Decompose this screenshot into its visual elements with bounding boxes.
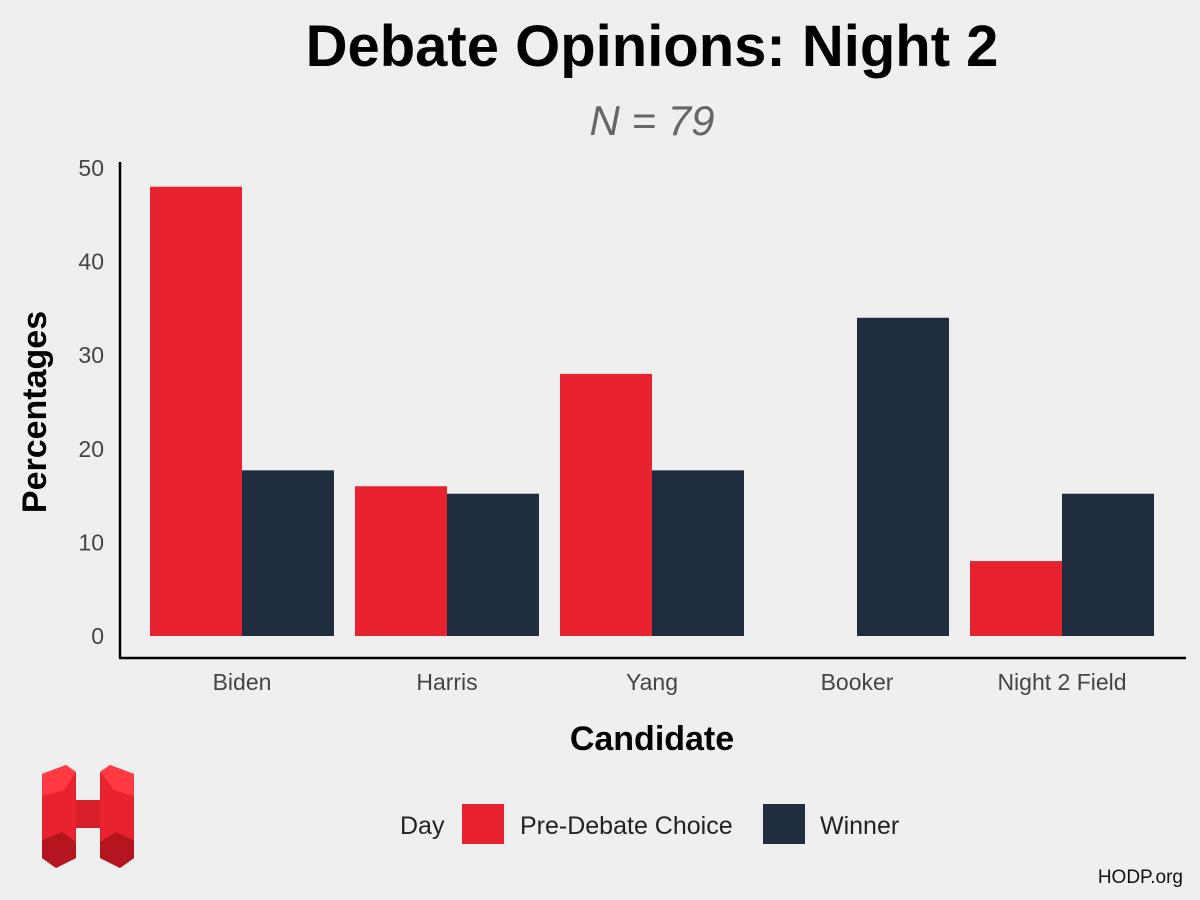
y-tick-label: 50 <box>78 155 104 181</box>
legend-title: Day <box>400 812 445 840</box>
logo-crossbar <box>76 800 100 828</box>
legend-label-winner: Winner <box>820 812 899 840</box>
logo-shade-top <box>42 765 76 796</box>
x-tick-label-yang: Yang <box>626 669 678 695</box>
y-axis-title: Percentages <box>16 311 54 513</box>
x-tick-label-biden: Biden <box>213 669 272 695</box>
bar-pre-debate-choice-biden <box>150 186 242 636</box>
credit-text: HODP.org <box>1098 867 1183 888</box>
bar-pre-debate-choice-yang <box>560 373 652 636</box>
x-tick-label-harris: Harris <box>416 669 477 695</box>
plot-area <box>150 186 1154 636</box>
logo-shade-top-right <box>100 765 134 796</box>
y-tick-label: 40 <box>78 249 104 275</box>
legend-label-pre-debate-choice: Pre-Debate Choice <box>520 812 733 840</box>
logo-shade-bottom-right <box>100 832 134 868</box>
x-axis-title: Candidate <box>570 720 734 758</box>
x-tick-labels: Biden Harris Yang Booker Night 2 Field <box>213 669 1127 695</box>
legend: Day Pre-Debate Choice Winner <box>400 804 899 844</box>
y-tick-label: 20 <box>78 436 104 462</box>
bar-winner-yang <box>652 470 744 636</box>
x-tick-label-booker: Booker <box>821 669 894 695</box>
chart-title: Debate Opinions: Night 2 <box>306 14 999 79</box>
x-tick-label-night-2-field: Night 2 Field <box>997 669 1126 695</box>
legend-swatch-pre-debate-choice <box>462 804 504 844</box>
bar-winner-booker <box>857 317 949 636</box>
y-tick-labels: 0 10 20 30 40 50 <box>78 155 104 649</box>
logo-shade-bottom <box>42 832 76 868</box>
bar-winner-biden <box>242 470 334 636</box>
bar-pre-debate-choice-night-2-field <box>970 561 1062 636</box>
chart-subtitle: N = 79 <box>590 97 715 144</box>
hodp-logo-icon <box>42 765 134 868</box>
y-tick-label: 10 <box>78 529 104 555</box>
bar-pre-debate-choice-harris <box>355 486 447 636</box>
legend-swatch-winner <box>763 804 805 844</box>
bar-winner-harris <box>447 493 539 636</box>
bar-winner-night-2-field <box>1062 493 1154 636</box>
y-tick-label: 0 <box>91 623 104 649</box>
y-tick-label: 30 <box>78 342 104 368</box>
